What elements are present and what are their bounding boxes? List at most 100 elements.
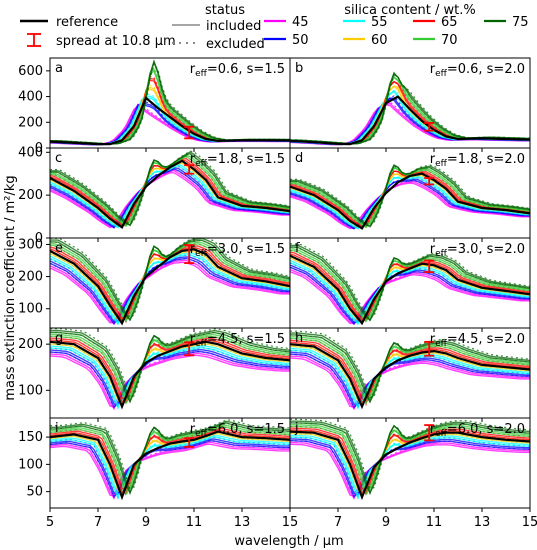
y-tick-label: 400 (18, 90, 43, 105)
ensemble-line (290, 264, 530, 323)
reference-line (290, 95, 530, 146)
ensemble-line (50, 432, 290, 496)
panel-annotation: reff=3.0, s=1.5 (190, 242, 285, 259)
panel-annotation: reff=6.0, s=1.5 (190, 422, 285, 439)
anno-sub: eff (195, 249, 208, 259)
x-tick-label: 9 (382, 515, 390, 530)
anno-r: r (430, 332, 436, 347)
ensemble-line (290, 337, 530, 405)
ensemble-line (290, 443, 530, 498)
x-tick-label: 5 (46, 515, 54, 530)
panel-g: g reff=4.5, s=1.5 100 200 (18, 327, 291, 422)
anno-sub: eff (435, 429, 448, 439)
panel-annotation: reff=1.8, s=2.0 (430, 152, 525, 169)
reference-line (50, 248, 290, 326)
ensemble-line (50, 420, 290, 495)
panel-letter: c (55, 151, 62, 166)
panel-annotation: reff=0.6, s=1.5 (190, 62, 285, 79)
ensemble-line (290, 425, 530, 496)
ensemble-line (290, 261, 530, 326)
ensemble-line (50, 436, 290, 501)
ensemble-line (290, 427, 530, 495)
y-tick-label: 300 (18, 237, 43, 252)
anno-r: r (190, 422, 196, 437)
reference-line (290, 343, 530, 410)
ensemble-line (50, 345, 290, 407)
ensemble-line (50, 252, 290, 324)
panel-letter: i (55, 421, 59, 436)
ensemble-line (50, 333, 290, 401)
legend-excluded-label: excluded (206, 37, 265, 52)
x-tick-label: 15 (522, 515, 537, 530)
ensemble-line (290, 341, 530, 403)
ensemble-line (50, 238, 290, 322)
y-tick-label: 0 (35, 141, 43, 156)
panel-annotation: reff=4.5, s=2.0 (430, 332, 525, 349)
panel-annotation: reff=1.8, s=1.5 (190, 152, 285, 169)
ensemble-line (50, 441, 290, 500)
ensemble-line (290, 74, 530, 145)
ensemble-line (290, 268, 530, 326)
panel-b: b reff=0.6, s=2.0 (289, 57, 531, 152)
anno-sub: eff (435, 339, 448, 349)
ensemble-line (290, 355, 530, 411)
ensemble-line (290, 249, 530, 323)
y-tick-label: 50 (26, 485, 43, 500)
panel-d: d reff=1.8, s=2.0 (289, 147, 531, 242)
ensemble-line (290, 357, 530, 408)
ensemble-line (290, 243, 530, 320)
ensemble-line (50, 329, 290, 403)
anno-values: =6.0, s=1.5 (207, 422, 285, 437)
panel-j: j reff=6.0, s=2.0 7 9 11 13 15 (289, 417, 537, 530)
panel-annotation: reff=3.0, s=2.0 (430, 242, 525, 259)
anno-r: r (430, 152, 436, 167)
y-tick-label: 200 (18, 115, 43, 130)
panel-letter: h (295, 331, 303, 346)
ensemble-line (50, 443, 290, 497)
ensemble-line (50, 350, 290, 409)
x-tick-label: 13 (234, 515, 251, 530)
legend-silica-label: 50 (292, 33, 309, 48)
ensemble-line (290, 270, 530, 325)
reference-line (290, 254, 530, 326)
ensemble-line (50, 434, 290, 497)
reference-line (50, 96, 290, 146)
panel-series (50, 150, 290, 229)
legend-silica-label: 45 (292, 15, 309, 30)
panel-series (290, 330, 530, 411)
panel-series (290, 418, 530, 501)
ensemble-line (50, 238, 290, 319)
anno-sub: eff (435, 249, 448, 259)
legend-status-title: status (205, 3, 245, 18)
ensemble-line (50, 425, 290, 497)
panel-frame (289, 417, 531, 509)
ensemble-line (290, 339, 530, 404)
ensemble-line (50, 150, 290, 226)
panel-series (290, 243, 530, 326)
anno-values: =6.0, s=2.0 (447, 422, 525, 437)
anno-r: r (190, 332, 196, 347)
anno-r: r (430, 422, 436, 437)
y-tick-label: 200 (18, 188, 43, 203)
ensemble-line (50, 354, 290, 408)
anno-values: =3.0, s=1.5 (207, 242, 285, 257)
x-tick-label: 13 (474, 515, 491, 530)
ensemble-line (50, 335, 290, 405)
panel-letter: a (55, 61, 63, 76)
ensemble-line (50, 93, 290, 145)
panel-letter: e (55, 241, 63, 256)
x-tick-label: 11 (186, 515, 203, 530)
ensemble-line (50, 328, 290, 398)
anno-values: =1.8, s=2.0 (447, 152, 525, 167)
legend-silica-label: 75 (512, 15, 529, 30)
anno-r: r (190, 152, 196, 167)
ensemble-line (50, 348, 290, 406)
y-axis-label: mass extinction coefficient / m²/kg (3, 175, 18, 400)
x-axis-label: wavelength / μm (234, 534, 343, 549)
ensemble-line (50, 95, 290, 145)
y-tick-label: 100 (18, 383, 43, 398)
legend-silica-title: silica content / wt.% (344, 3, 476, 18)
legend-included-label: included (206, 19, 261, 34)
ensemble-line (290, 246, 530, 322)
